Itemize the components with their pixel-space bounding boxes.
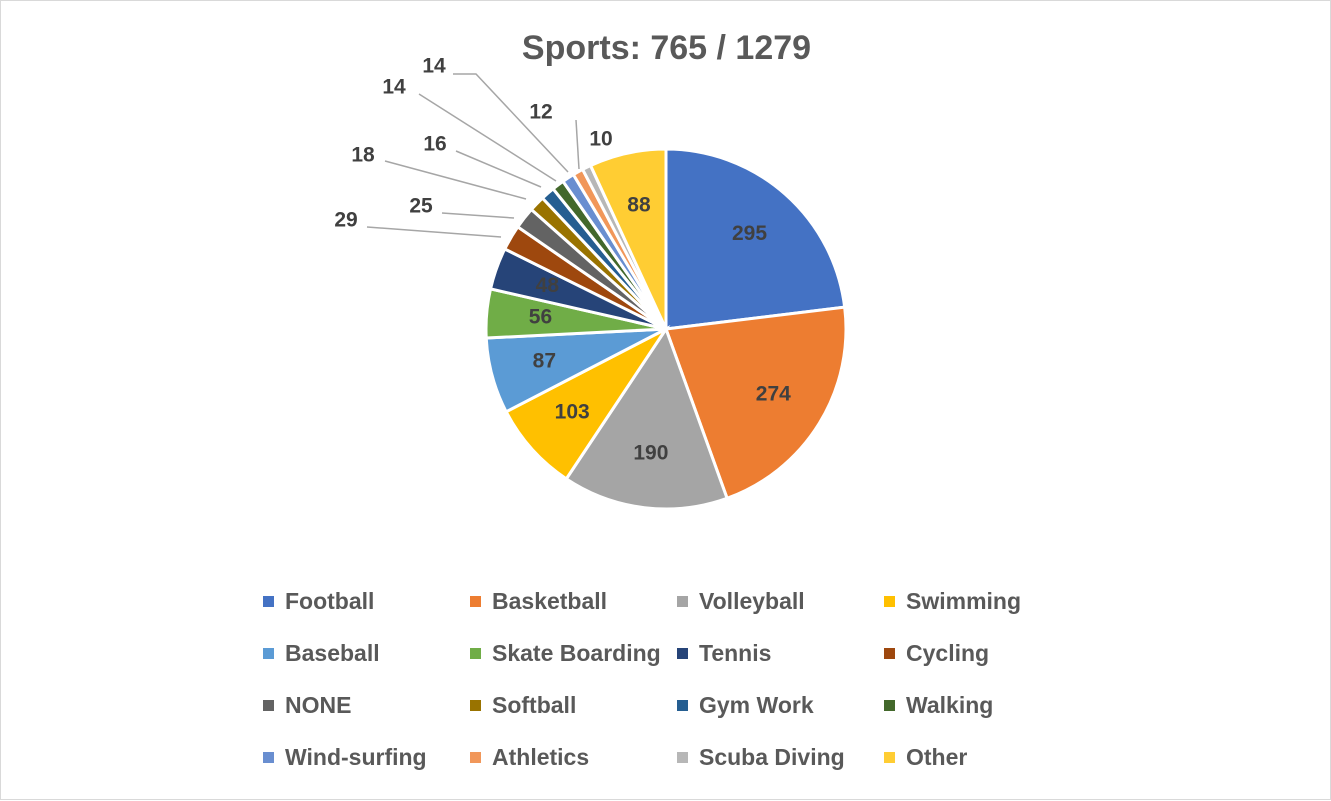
legend-swatch [677, 700, 688, 712]
data-label-skate-boarding: 56 [529, 306, 552, 329]
data-label-walking: 14 [382, 76, 406, 99]
legend-item-softball: Softball [470, 691, 677, 721]
legend-swatch [884, 700, 895, 712]
legend-label: Cycling [906, 639, 990, 666]
data-label-baseball: 87 [533, 349, 556, 372]
legend-swatch [884, 752, 895, 764]
legend-label: Basketball [492, 587, 608, 614]
legend-label: Baseball [285, 639, 380, 666]
leader-line-softball [384, 160, 527, 200]
leader-line-athletics [575, 119, 580, 170]
legend-label: NONE [285, 692, 352, 719]
legend-swatch [263, 595, 274, 607]
leader-line-walking [418, 93, 557, 182]
data-label-scuba-diving: 10 [589, 128, 612, 151]
legend-label: Other [906, 744, 968, 771]
pie-slice-volleyball [564, 325, 730, 511]
legend-item-none: NONE [263, 691, 470, 721]
data-label-swimming: 103 [555, 401, 590, 424]
legend-label: Gym Work [699, 692, 814, 719]
data-label-gym-work: 16 [423, 133, 446, 156]
data-label-football: 295 [732, 222, 767, 245]
data-label-other: 88 [627, 193, 651, 216]
leader-line-gym-work [455, 150, 542, 188]
legend-item-athletics: Athletics [470, 743, 677, 773]
legend: Football Basketball Volleyball Swimming Base… [263, 586, 1091, 795]
legend-label: Swimming [906, 587, 1022, 614]
legend-item-gym-work: Gym Work [677, 691, 884, 721]
pie-slice-other [588, 147, 668, 330]
legend-swatch [470, 752, 481, 764]
leader-line-cycling [366, 226, 502, 238]
legend-swatch [470, 700, 481, 712]
legend-label: Athletics [492, 744, 590, 771]
legend-swatch [677, 752, 688, 764]
legend-swatch [470, 647, 481, 659]
legend-label: Skate Boarding [492, 639, 661, 666]
legend-item-swimming: Swimming [884, 586, 1091, 616]
data-label-basketball: 274 [756, 383, 791, 406]
legend-label: Scuba Diving [699, 744, 845, 771]
data-label-tennis: 48 [536, 274, 560, 297]
leader-line-wind-surfing [453, 73, 569, 173]
legend-item-volleyball: Volleyball [677, 586, 884, 616]
legend-label: Tennis [699, 639, 772, 666]
data-label-volleyball: 190 [633, 442, 668, 465]
legend-item-wind-surfing: Wind-surfing [263, 743, 470, 773]
pie-slice-football [664, 147, 847, 331]
data-label-none: 25 [409, 195, 433, 218]
legend-item-other: Other [884, 743, 1091, 773]
legend-item-basketball: Basketball [470, 586, 677, 616]
data-label-softball: 18 [351, 144, 375, 167]
legend-label: Softball [492, 692, 577, 719]
chart-title: Sports: 765 / 1279 [521, 29, 812, 67]
legend-label: Walking [906, 692, 994, 719]
legend-swatch [884, 595, 895, 607]
legend-label: Volleyball [699, 587, 805, 614]
legend-item-skate-boarding: Skate Boarding [470, 638, 677, 668]
legend-item-cycling: Cycling [884, 638, 1091, 668]
legend-swatch [470, 595, 481, 607]
legend-item-scuba-diving: Scuba Diving [677, 743, 884, 773]
legend-swatch [677, 595, 688, 607]
legend-swatch [884, 647, 895, 659]
legend-label: Football [285, 587, 375, 614]
legend-item-walking: Walking [884, 691, 1091, 721]
data-label-cycling: 29 [334, 209, 357, 232]
legend-swatch [263, 752, 274, 764]
data-label-athletics: 12 [529, 101, 552, 124]
leader-line-none [441, 212, 515, 219]
legend-label: Wind-surfing [285, 744, 427, 771]
legend-swatch [263, 647, 274, 659]
legend-swatch [263, 700, 274, 712]
legend-item-baseball: Baseball [263, 638, 470, 668]
data-label-wind-surfing: 14 [422, 55, 446, 78]
legend-swatch [677, 647, 688, 659]
legend-item-tennis: Tennis [677, 638, 884, 668]
legend-item-football: Football [263, 586, 470, 616]
pie-slice-swimming [504, 325, 671, 481]
